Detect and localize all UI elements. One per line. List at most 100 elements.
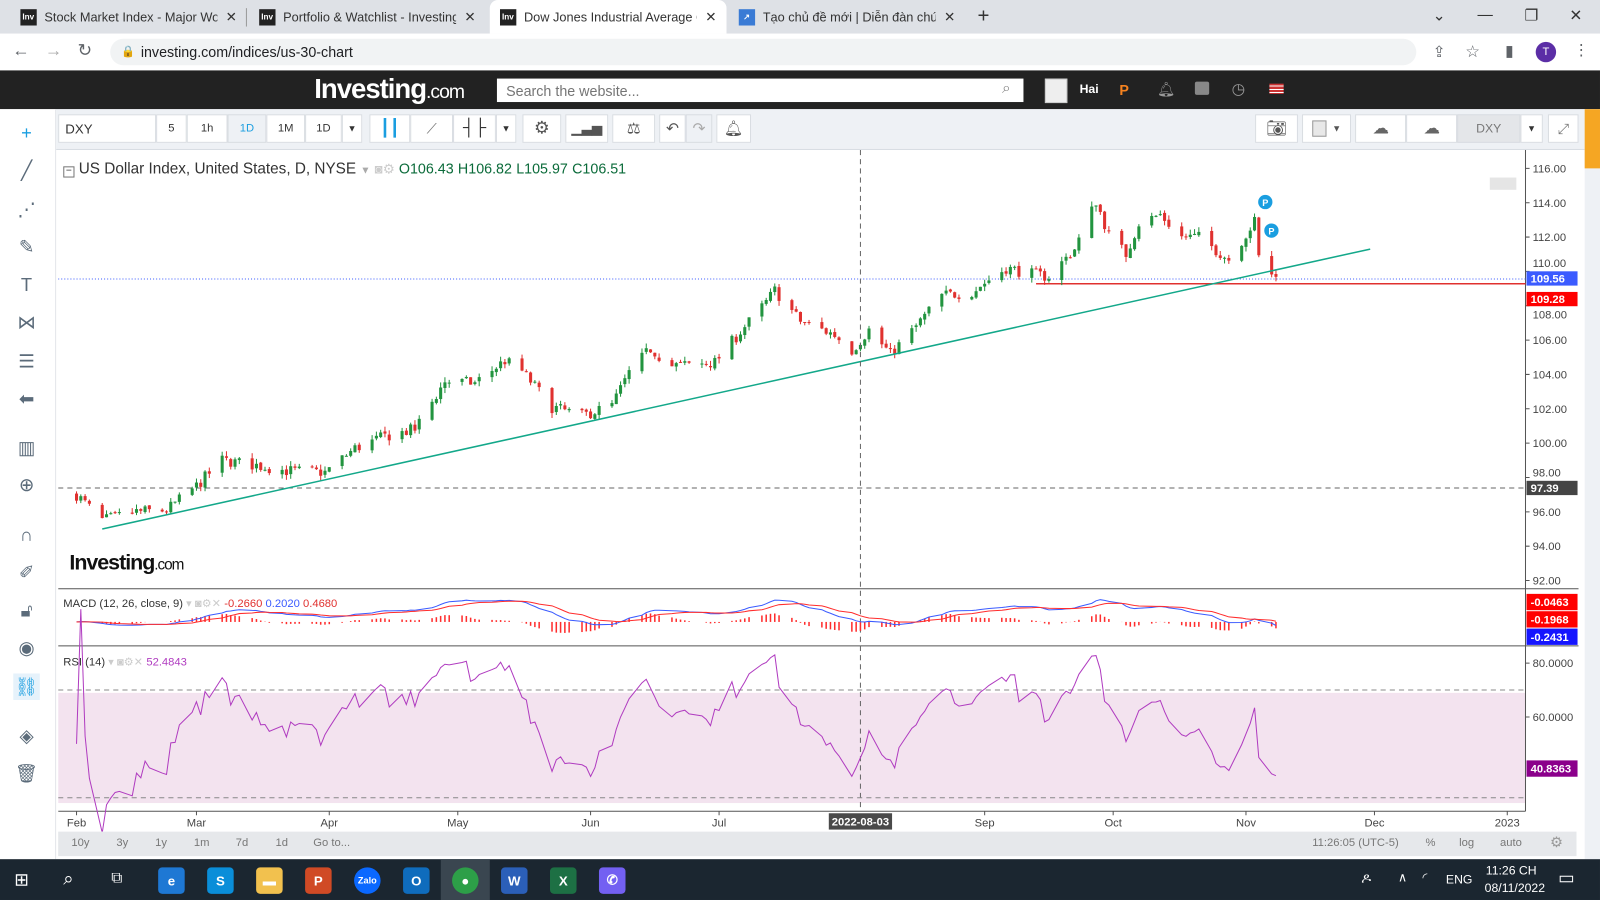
crosshair-icon[interactable]: + [21, 121, 32, 143]
portfolio-briefcase-icon[interactable] [1194, 81, 1210, 95]
taskbar-app-zalo[interactable]: Zalo [354, 867, 381, 894]
symbol-input[interactable]: DXY [58, 114, 157, 143]
people-icon[interactable]: ዶ [1361, 870, 1371, 886]
us-flag-icon[interactable] [1269, 83, 1284, 94]
user-name[interactable]: Hai [1079, 81, 1099, 96]
tray-chevron-icon[interactable]: ∧ [1397, 870, 1407, 885]
back-icon[interactable]: ← [12, 40, 30, 61]
area-chart-icon[interactable]: ⟋ [410, 114, 454, 143]
taskbar-app-explorer[interactable]: ▬ [256, 867, 283, 894]
taskbar-clock[interactable]: 11:26 CH 08/11/2022 [1485, 863, 1545, 895]
trend-line-icon[interactable]: ╱ [20, 159, 33, 181]
measure-icon[interactable]: ▥ [17, 437, 36, 458]
brush-icon[interactable]: ✎ [18, 236, 35, 257]
range-button[interactable]: 1d [275, 836, 289, 849]
tab-search-chevron-icon[interactable]: ⌄ [1432, 7, 1446, 25]
chart-type-dropdown-icon[interactable]: ▼ [495, 114, 517, 143]
magnet-icon[interactable]: ∩ [19, 523, 34, 545]
eye-icon[interactable]: ◉ [18, 637, 35, 658]
macd-settings-icon[interactable]: ▾ ◙⚙✕ [186, 597, 222, 611]
indicators-icon[interactable]: ▁▃▅ [565, 114, 609, 143]
taskbar-app-word[interactable]: W [501, 867, 528, 894]
profile-avatar[interactable]: T [1535, 41, 1557, 63]
pro-icon[interactable]: P [1119, 81, 1129, 98]
share-icon[interactable]: ⇪ [1432, 43, 1446, 62]
range-button[interactable]: Go to... [313, 836, 351, 849]
close-window-icon[interactable]: ✕ [1569, 7, 1583, 25]
prediction-icon[interactable]: ☰ [18, 350, 35, 371]
auto-toggle[interactable]: auto [1499, 836, 1522, 849]
tab-close-icon[interactable]: ✕ [225, 8, 237, 24]
saved-layout-select[interactable]: DXY [1457, 114, 1521, 143]
taskbar-app-excel[interactable]: X [549, 867, 577, 894]
interval-1h[interactable]: 1h [186, 114, 228, 143]
reload-icon[interactable]: ↻ [77, 40, 93, 61]
taskbar-app-outlook[interactable]: O [403, 867, 430, 894]
color-picker-button[interactable]: ▼ [1302, 114, 1352, 143]
redo-icon[interactable]: ↷ [685, 114, 713, 143]
cloud-download-icon[interactable]: ☁ [1355, 114, 1407, 143]
text-tool-icon[interactable]: T [20, 273, 33, 295]
taskbar-search-icon[interactable]: ⌕ [63, 868, 74, 889]
range-button[interactable]: 3y [116, 836, 129, 849]
settings-gear-icon[interactable]: ⚙ [522, 114, 562, 143]
taskbar-app-skype[interactable]: S [207, 867, 234, 894]
pivot-marker[interactable] [1264, 223, 1279, 238]
range-button[interactable]: 1m [193, 836, 210, 849]
side-panel-icon[interactable]: ▮ [1505, 42, 1514, 61]
fib-tool-icon[interactable]: ⋰ [17, 198, 36, 219]
browser-tab[interactable]: Inv Portfolio & Watchlist - Investing.com… [249, 0, 486, 34]
chart-settings-gear-icon[interactable]: ⚙ [1549, 833, 1563, 850]
taskbar-app-powerpoint[interactable]: P [305, 867, 332, 894]
layers-icon[interactable]: ◈ [19, 724, 34, 746]
cloud-upload-icon[interactable]: ☁ [1406, 114, 1458, 143]
interval-5[interactable]: 5 [156, 114, 187, 143]
lock-drawing-icon[interactable]: ✐ [18, 561, 35, 583]
log-toggle[interactable]: log [1459, 836, 1475, 849]
bookmark-star-icon[interactable]: ☆ [1465, 43, 1480, 62]
trash-icon[interactable]: 🗑︎ [14, 762, 39, 784]
title-dropdown-icon[interactable]: ▼ [360, 165, 371, 177]
user-avatar[interactable] [1044, 78, 1068, 104]
tab-close-icon[interactable]: ✕ [943, 8, 956, 24]
pane-controls[interactable] [1489, 177, 1517, 190]
interval-custom[interactable]: 1D [305, 114, 342, 143]
forward-icon[interactable]: → [44, 40, 63, 61]
back-arrow-icon[interactable]: ⬅ [18, 388, 35, 409]
link-icon[interactable]: ⛓ [13, 673, 40, 700]
browser-tab[interactable]: ↗ Tạo chủ đề mới | Diễn đàn chứng khoán ✕ [729, 0, 966, 34]
price-chart[interactable]: 116.00 114.00 112.00 110.00 108.00 106.00 104.… [58, 149, 1579, 832]
interval-1d[interactable]: 1D [227, 114, 267, 143]
bell-icon[interactable]: 🔔︎ [1157, 80, 1176, 97]
collapse-icon[interactable]: − [63, 166, 75, 178]
restore-icon[interactable]: ❐ [1524, 7, 1539, 25]
compare-scale-icon[interactable]: ⚖ [612, 114, 656, 143]
language-indicator[interactable]: ENG [1445, 872, 1473, 887]
taskbar-app-viber[interactable]: ✆ [598, 867, 626, 894]
browser-tab[interactable]: Inv Stock Market Index - Major World Indi… [10, 0, 247, 34]
investing-logo[interactable]: Investing.com [314, 73, 465, 105]
range-button[interactable]: 1y [155, 836, 167, 849]
rsi-settings-icon[interactable]: ▾ ◙⚙✕ [108, 656, 144, 669]
zoom-in-icon[interactable]: ⊕ [18, 473, 35, 495]
tab-close-icon[interactable]: ✕ [464, 8, 476, 24]
clock-icon[interactable]: ◷ [1231, 80, 1245, 98]
trend-line[interactable] [102, 248, 1371, 530]
task-view-icon[interactable]: ⧉ [111, 869, 123, 887]
windows-start-icon[interactable]: ⊞ [14, 870, 29, 890]
minimize-icon[interactable]: — [1477, 6, 1493, 24]
legend-settings-icon[interactable]: ◙⚙ [374, 161, 395, 177]
tab-close-icon[interactable]: ✕ [705, 8, 717, 24]
bar-chart-type-icon[interactable]: ┤├ [453, 114, 496, 143]
menu-kebab-icon[interactable]: ⋮ [1573, 41, 1589, 60]
url-input[interactable]: 🔒 investing.com/indices/us-30-chart [110, 38, 1417, 66]
browser-tab[interactable]: Inv Dow Jones Industrial Average Chart ✕ [489, 0, 727, 34]
pattern-icon[interactable]: ⋈ [17, 311, 36, 333]
notification-icon[interactable]: ▭ [1558, 868, 1575, 888]
alert-bell-icon[interactable]: 🔔︎ [716, 114, 752, 143]
wifi-icon[interactable]: ◜ [1422, 870, 1428, 885]
taskbar-app-chrome[interactable]: ● [452, 867, 479, 894]
undo-icon[interactable]: ↶ [659, 114, 686, 143]
interval-dropdown-icon[interactable]: ▼ [341, 114, 363, 143]
lock-icon[interactable]: 🔓︎ [20, 599, 33, 620]
